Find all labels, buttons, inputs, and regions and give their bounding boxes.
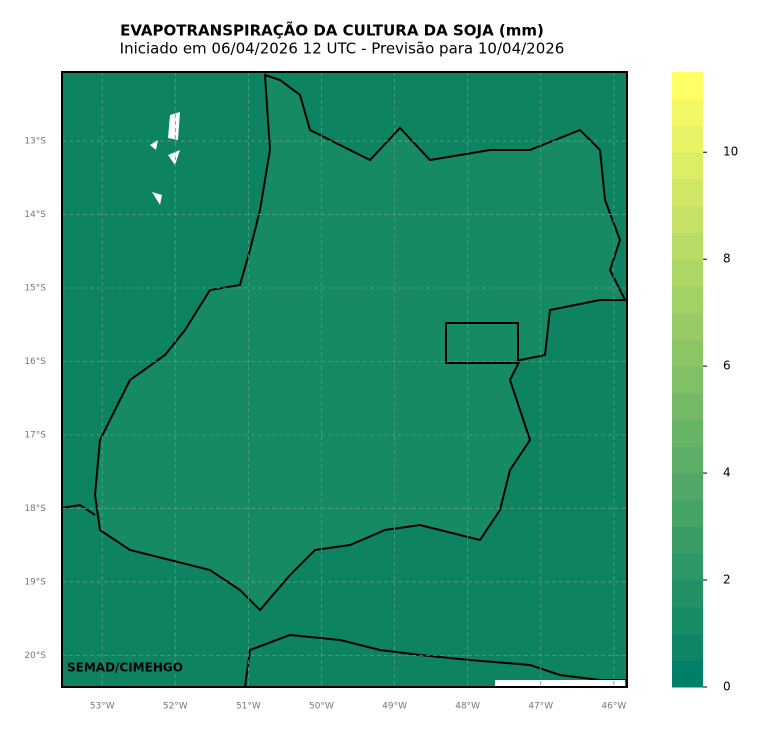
lat-label: 16°S [24,357,46,367]
colorbar-tick-label: 2 [723,573,731,587]
colorbar-band [672,72,703,100]
lon-label: 51°W [236,702,261,712]
state-border [244,633,627,688]
lon-label: 52°W [163,702,188,712]
colorbar-band [672,178,703,207]
colorbar-tick-label: 8 [723,252,731,266]
colorbar-band [672,660,703,688]
lat-label: 13°S [24,137,46,147]
colorbar-band [672,553,703,581]
colorbar-tick-label: 10 [723,145,738,159]
colorbar-band [672,312,703,340]
colorbar-tick-label: 6 [723,359,731,373]
district-border [445,322,519,364]
lat-label: 19°S [24,577,46,587]
map-area: SEMAD/CIMEHGO [61,71,628,688]
lat-label: 15°S [24,284,46,294]
colorbar-band [672,499,703,528]
colorbar-band [672,339,703,367]
no-data-area [150,112,180,205]
colorbar-tick-label: 4 [723,466,731,480]
lat-label: 17°S [24,430,46,440]
colorbar-band [672,232,703,260]
lon-label: 49°W [382,702,407,712]
no-data-area [495,680,625,687]
state-border [61,503,96,516]
colorbar-band [672,606,703,635]
colorbar-band [672,205,703,233]
credit: SEMAD/CIMEHGO [67,661,183,675]
map-subtitle: Iniciado em 06/04/2026 12 UTC - Previsão… [120,40,565,58]
lon-label: 46°W [601,702,626,712]
colorbar-band [672,152,703,180]
colorbar-band [672,633,703,661]
lon-label: 47°W [528,702,553,712]
lon-label: 48°W [455,702,480,712]
lon-label: 53°W [90,702,115,712]
state-border [93,73,627,612]
colorbar-tick-label: 0 [723,680,731,694]
colorbar-band [672,446,703,474]
colorbar-band [672,392,703,421]
lat-label: 20°S [24,651,46,661]
colorbar-band [672,259,703,287]
map-title: EVAPOTRANSPIRAÇÃO DA CULTURA DA SOJA (mm… [120,21,544,40]
colorbar-band [672,473,703,501]
colorbar-band [672,285,703,314]
colorbar-band [672,526,703,554]
lat-label: 18°S [24,504,46,514]
colorbar-band [672,366,703,394]
map-frame [61,71,628,688]
colorbar-band [672,419,703,447]
colorbar-band [672,98,703,126]
lat-label: 14°S [24,210,46,220]
colorbar-band [672,580,703,608]
lon-label: 50°W [309,702,334,712]
colorbar-band [672,125,703,153]
